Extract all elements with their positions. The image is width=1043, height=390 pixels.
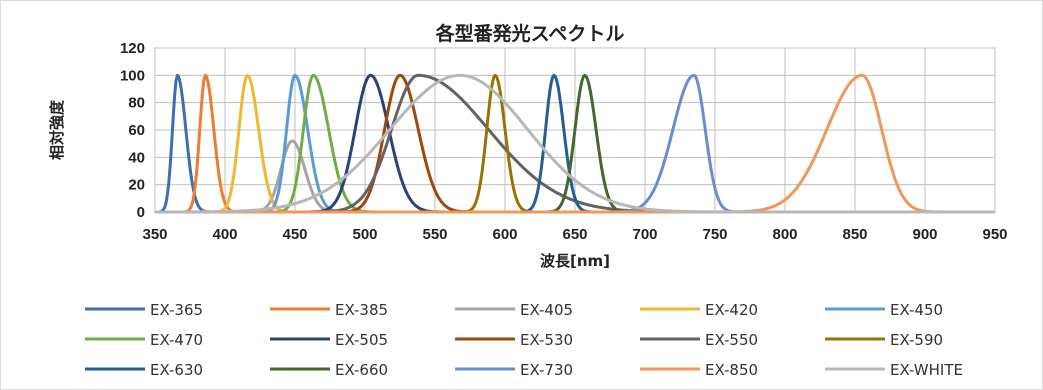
legend-entry: EX-420 [705, 301, 758, 319]
x-tick-label: 550 [422, 226, 447, 243]
legend-entry: EX-590 [890, 331, 943, 349]
series-line-ex-850 [154, 73, 996, 214]
x-tick-label: 700 [632, 226, 657, 243]
y-tick-label: 20 [128, 177, 145, 194]
legend-entry: EX-550 [705, 331, 758, 349]
legend-entry: EX-530 [520, 331, 573, 349]
legend-entry: EX-660 [335, 361, 388, 379]
spectrum-curves [154, 73, 996, 214]
legend-entry: EX-365 [150, 301, 203, 319]
y-tick-label: 100 [120, 67, 145, 84]
legend-entry: EX-450 [890, 301, 943, 319]
chart-title: 各型番発光スペクトル [435, 22, 625, 45]
x-tick-label: 450 [282, 226, 307, 243]
x-tick-label: 800 [772, 226, 797, 243]
x-tick-label: 500 [352, 226, 377, 243]
x-tick-label: 850 [842, 226, 867, 243]
x-axis-label: 波長[nm] [540, 252, 610, 270]
y-tick-label: 120 [120, 40, 145, 57]
y-tick-label: 60 [128, 122, 145, 139]
legend-entry: EX-630 [150, 361, 203, 379]
legend-entry: EX-WHITE [890, 361, 963, 379]
x-tick-label: 600 [492, 226, 517, 243]
legend-entry: EX-405 [520, 301, 573, 319]
axis-ticks: 0 20 40 60 80 100 120 350 400 450 500 550 600 650 700 7… [120, 40, 1008, 243]
x-tick-label: 400 [212, 226, 237, 243]
legend-entry: EX-730 [520, 361, 573, 379]
series-line-ex-white [154, 73, 996, 214]
legend-entry: EX-385 [335, 301, 388, 319]
legend-entry: EX-505 [335, 331, 388, 349]
y-tick-label: 80 [128, 95, 145, 112]
x-tick-label: 900 [912, 226, 937, 243]
legend: EX-365 EX-385 EX-405 EX-420 EX-450 EX-470 EX-5… [85, 301, 963, 379]
x-tick-label: 750 [702, 226, 727, 243]
x-tick-label: 350 [142, 226, 167, 243]
x-tick-label: 650 [562, 226, 587, 243]
y-tick-label: 0 [137, 204, 145, 221]
y-tick-label: 40 [128, 149, 145, 166]
legend-entry: EX-470 [150, 331, 203, 349]
x-tick-label: 950 [982, 226, 1007, 243]
legend-entry: EX-850 [705, 361, 758, 379]
y-axis-label: 相対強度 [48, 99, 66, 160]
